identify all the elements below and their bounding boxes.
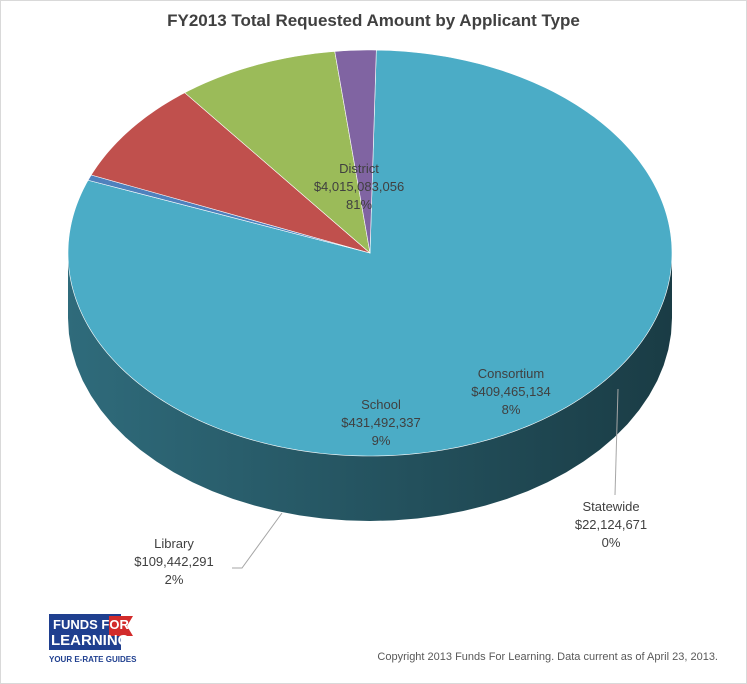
logo-line-1: FUNDS FOR bbox=[53, 617, 129, 632]
copyright-note: Copyright 2013 Funds For Learning. Data … bbox=[377, 651, 718, 663]
data-label-consortium-name: Consortium bbox=[478, 366, 544, 381]
pie-top-faces bbox=[67, 49, 673, 457]
pie-side-walls bbox=[68, 253, 672, 521]
pie-side-district bbox=[68, 253, 672, 521]
data-label-consortium-percent: 8% bbox=[502, 402, 521, 417]
data-label-statewide-percent: 0% bbox=[602, 535, 621, 550]
data-label-statewide-name: Statewide bbox=[582, 499, 639, 514]
data-label-school-amount: $431,492,337 bbox=[341, 415, 421, 430]
data-label-library-percent: 2% bbox=[165, 572, 184, 587]
funds-for-learning-logo: FUNDS FOR LEARNING YOUR E-RATE GUIDES bbox=[49, 614, 137, 664]
data-label-library-name: Library bbox=[154, 536, 194, 551]
data-label-school-name: School bbox=[361, 397, 401, 412]
data-label-library-amount: $109,442,291 bbox=[134, 554, 214, 569]
logo-tagline: YOUR E-RATE GUIDES bbox=[49, 655, 137, 664]
data-label-district-percent: 81% bbox=[346, 197, 372, 212]
data-label-school-percent: 9% bbox=[372, 433, 391, 448]
logo-line-2: LEARNING bbox=[51, 632, 129, 649]
data-label-district-name: District bbox=[339, 161, 379, 176]
leader-line-statewide bbox=[614, 388, 619, 496]
chart-title: FY2013 Total Requested Amount by Applica… bbox=[167, 11, 580, 30]
pie-slice-consortium bbox=[90, 92, 371, 254]
data-label-consortium-amount: $409,465,134 bbox=[471, 384, 551, 399]
data-labels: District $4,015,083,056 81% Statewide $22,12… bbox=[134, 161, 647, 587]
pie-slice-school bbox=[184, 51, 371, 254]
data-label-district-amount: $4,015,083,056 bbox=[314, 179, 404, 194]
pie-slice-library bbox=[334, 49, 377, 254]
leader-line-library bbox=[232, 512, 283, 569]
data-label-statewide-amount: $22,124,671 bbox=[575, 517, 647, 532]
